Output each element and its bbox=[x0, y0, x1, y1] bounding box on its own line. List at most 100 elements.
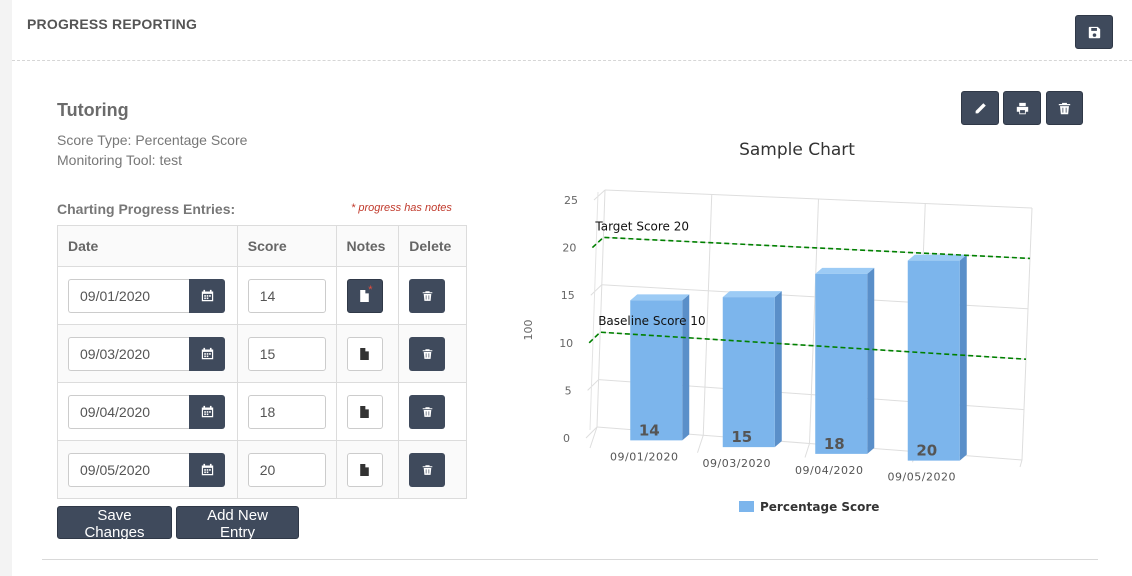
column-header-notes: Notes bbox=[335, 225, 400, 267]
side-gridline bbox=[593, 189, 606, 201]
calendar-button[interactable] bbox=[189, 278, 225, 313]
date-cell bbox=[57, 382, 238, 441]
notes-button[interactable] bbox=[346, 394, 383, 429]
y-tick-label: 5 bbox=[565, 384, 572, 397]
file-icon bbox=[360, 405, 369, 418]
side-gridline bbox=[585, 426, 598, 439]
notes-cell: * bbox=[335, 266, 400, 325]
legend-swatch bbox=[739, 501, 754, 512]
score-input[interactable] bbox=[247, 394, 326, 429]
bar bbox=[722, 297, 775, 448]
bar-side bbox=[682, 294, 690, 441]
calendar-button[interactable] bbox=[189, 336, 225, 371]
save-button[interactable] bbox=[1075, 15, 1113, 49]
date-picker bbox=[68, 394, 225, 429]
side-gridline bbox=[590, 284, 603, 296]
notes-button[interactable]: * bbox=[346, 278, 383, 313]
y-tick-label: 15 bbox=[561, 289, 575, 302]
notes-cell bbox=[335, 382, 400, 441]
delete-entry-button[interactable] bbox=[409, 394, 446, 429]
trash-icon bbox=[422, 290, 433, 301]
gridline bbox=[596, 189, 606, 428]
bar-top bbox=[722, 291, 782, 298]
calendar-icon bbox=[201, 463, 213, 476]
y-tick-label: 25 bbox=[564, 194, 578, 207]
save-changes-button[interactable]: Save Changes bbox=[57, 506, 172, 541]
file-icon bbox=[360, 347, 369, 360]
notes-cell bbox=[335, 324, 400, 383]
y-axis-line bbox=[589, 191, 599, 431]
floor-gridline bbox=[589, 426, 598, 449]
delete-section-button[interactable] bbox=[1046, 91, 1083, 125]
x-tick-label: 09/01/2020 bbox=[610, 450, 678, 463]
bar-top bbox=[630, 294, 690, 301]
file-icon bbox=[360, 463, 369, 476]
calendar-button[interactable] bbox=[189, 394, 225, 429]
date-cell bbox=[57, 324, 238, 383]
score-cell bbox=[236, 440, 337, 499]
y-axis-title: 100 bbox=[522, 320, 535, 341]
calendar-icon bbox=[201, 347, 213, 360]
trash-icon bbox=[1058, 102, 1071, 114]
date-picker bbox=[68, 452, 225, 487]
table-row bbox=[57, 324, 467, 383]
gridline bbox=[702, 194, 713, 436]
x-tick-label: 09/05/2020 bbox=[888, 471, 956, 484]
bar-side bbox=[867, 267, 875, 454]
floor-gridline bbox=[1019, 459, 1023, 468]
legend-label: Percentage Score bbox=[760, 500, 879, 514]
bar-top bbox=[907, 254, 967, 261]
y-tick-label: 20 bbox=[562, 242, 576, 255]
delete-cell bbox=[398, 382, 467, 441]
trash-icon bbox=[422, 348, 433, 359]
floor-gridline bbox=[804, 443, 810, 458]
table-row bbox=[57, 440, 467, 499]
reference-line-label: Target Score 20 bbox=[594, 219, 689, 233]
date-cell bbox=[57, 266, 238, 325]
gridline bbox=[1021, 207, 1033, 461]
notes-button[interactable] bbox=[346, 452, 383, 487]
score-input[interactable] bbox=[247, 278, 326, 313]
print-button[interactable] bbox=[1003, 91, 1041, 125]
calendar-button[interactable] bbox=[189, 452, 225, 487]
column-header-delete: Delete bbox=[398, 225, 467, 267]
score-cell bbox=[236, 266, 337, 325]
side-gridline bbox=[587, 379, 599, 391]
bar-top bbox=[815, 267, 875, 274]
page-title: PROGRESS REPORTING bbox=[27, 16, 198, 32]
table-row: * bbox=[57, 266, 467, 325]
trash-icon bbox=[422, 406, 433, 417]
bar bbox=[630, 300, 683, 441]
delete-cell bbox=[398, 324, 467, 383]
date-input[interactable] bbox=[68, 278, 189, 313]
calendar-icon bbox=[201, 405, 213, 418]
date-input[interactable] bbox=[68, 452, 189, 487]
chart-title: Sample Chart bbox=[739, 140, 855, 160]
monitoring-tool: Monitoring Tool: test bbox=[57, 152, 183, 168]
date-picker bbox=[68, 278, 225, 313]
progress-chart: 0 5 10 15 20 25 100 Sample Chart 14 09/01/2020 15 0… bbox=[522, 140, 1033, 514]
section-divider bbox=[42, 559, 1098, 560]
printer-icon bbox=[1016, 102, 1028, 114]
delete-entry-button[interactable] bbox=[409, 452, 446, 487]
pencil-icon bbox=[975, 102, 986, 113]
score-input[interactable] bbox=[247, 336, 326, 371]
add-new-entry-button[interactable]: Add New Entry bbox=[176, 506, 299, 541]
section-title: Tutoring bbox=[57, 100, 129, 120]
reference-line-label: Baseline Score 10 bbox=[598, 314, 705, 328]
progress-entries-table: Date Score Notes Delete * bbox=[57, 225, 467, 499]
x-tick-label: 09/04/2020 bbox=[795, 464, 863, 477]
date-input[interactable] bbox=[68, 394, 189, 429]
notes-button[interactable] bbox=[346, 336, 383, 371]
score-input[interactable] bbox=[247, 452, 326, 487]
notes-cell bbox=[335, 440, 400, 499]
calendar-icon bbox=[201, 289, 213, 302]
date-input[interactable] bbox=[68, 336, 189, 371]
edit-button[interactable] bbox=[961, 91, 999, 125]
delete-entry-button[interactable] bbox=[409, 278, 446, 313]
file-icon bbox=[360, 289, 369, 302]
delete-entry-button[interactable] bbox=[409, 336, 446, 371]
column-header-date: Date bbox=[57, 225, 238, 267]
score-type: Score Type: Percentage Score bbox=[57, 132, 248, 148]
data-label: 15 bbox=[731, 428, 752, 446]
